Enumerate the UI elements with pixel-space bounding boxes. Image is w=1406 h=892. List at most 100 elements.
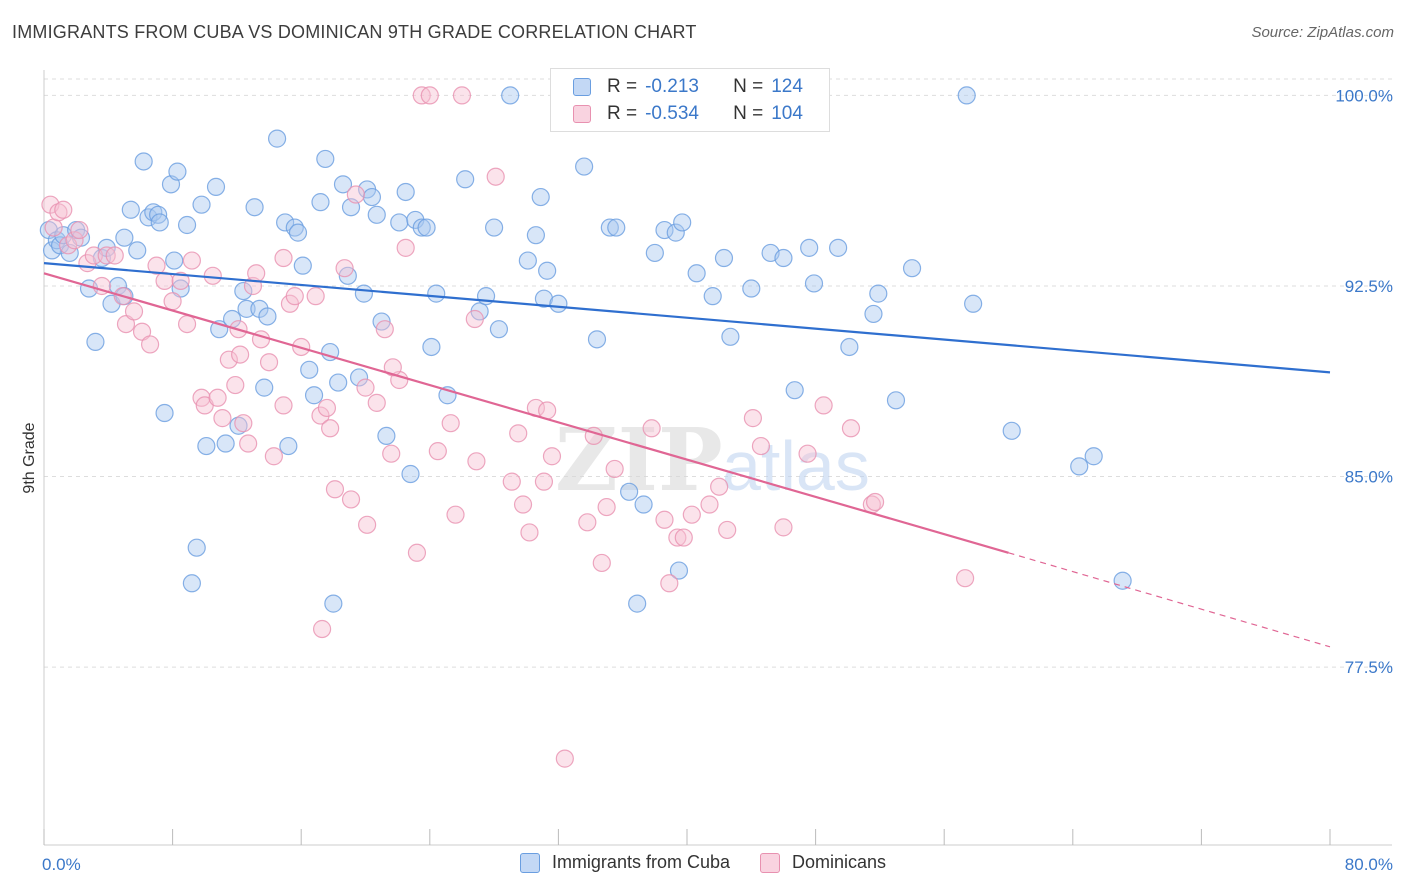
dominican-point <box>655 510 674 529</box>
cuba-point <box>258 307 277 326</box>
cuba-point <box>304 386 324 405</box>
legend-n-label: N = <box>733 103 764 124</box>
cuba-point <box>964 294 983 313</box>
cuba-point <box>412 218 431 237</box>
cuba-point <box>316 149 335 169</box>
dominican-point <box>774 518 793 537</box>
dominican-point <box>274 396 293 415</box>
dominican-point <box>555 749 574 768</box>
dominican-point <box>84 246 103 265</box>
cuba-point <box>377 426 396 446</box>
dominican-point <box>452 86 472 105</box>
series-legend-dominican: Dominicans <box>760 852 886 873</box>
dominican-point <box>213 409 232 428</box>
dominican-point <box>597 497 616 517</box>
cuba-point <box>206 177 226 196</box>
cuba-point <box>245 198 264 217</box>
legend-row-cuba: R = -0.213 N = 124 <box>573 74 803 100</box>
dominican-point <box>306 287 325 306</box>
legend-row-dominican: R = -0.534 N = 104 <box>573 101 803 127</box>
dominican-point <box>465 309 484 329</box>
cuba-point <box>840 337 859 357</box>
dominican-point <box>70 220 89 240</box>
dominican-point <box>751 436 771 456</box>
cuba-point <box>673 213 692 232</box>
cuba-point <box>333 175 353 194</box>
cuba-point <box>669 561 689 580</box>
cuba-point <box>396 182 415 202</box>
dominican-trend-extension <box>1008 552 1331 648</box>
dominican-point <box>247 264 266 283</box>
dominican-point <box>382 444 401 463</box>
cuba-point <box>864 304 883 324</box>
dominican-point <box>44 218 63 237</box>
cuba-point <box>255 378 274 397</box>
cuba-point <box>367 205 386 224</box>
cuba-point <box>293 256 312 275</box>
dominican-point <box>486 167 505 186</box>
cuba-point <box>276 213 295 232</box>
dominican-point <box>367 393 386 412</box>
cuba-point <box>534 289 554 308</box>
cuba-point <box>300 360 319 379</box>
cuba-point <box>703 287 722 306</box>
dominican-point <box>700 495 719 514</box>
cuba-point <box>721 327 740 346</box>
dominican-point <box>428 442 447 461</box>
cuba-point <box>311 193 330 212</box>
dominican-point <box>171 271 190 291</box>
dominican-point <box>642 419 661 438</box>
cuba-point <box>489 320 509 339</box>
cuba-point <box>804 274 824 293</box>
cuba-point <box>501 86 520 105</box>
dominican-point <box>147 256 166 275</box>
cuba-point <box>134 152 153 171</box>
cuba-point <box>456 170 475 189</box>
dominican-point <box>325 480 345 499</box>
cuba-point <box>417 218 436 237</box>
dominican-point <box>841 419 861 438</box>
x-tick-label-max: 80.0% <box>1345 855 1393 874</box>
dominican-point <box>311 406 330 425</box>
dominican-point <box>718 520 737 540</box>
dominican-point <box>285 287 304 306</box>
dominican-point <box>467 452 486 471</box>
legend-r-label: R = <box>607 76 638 97</box>
cuba-point <box>829 238 848 257</box>
cuba-point <box>115 228 134 247</box>
cuba-point <box>150 213 169 232</box>
cuba-point <box>549 294 568 313</box>
cuba-point <box>666 223 685 242</box>
dominican-point <box>231 345 250 364</box>
dominican-point <box>177 314 197 334</box>
cuba-point <box>518 251 537 270</box>
dominican-point <box>234 414 253 433</box>
dominican-point <box>219 350 238 369</box>
cuba-point <box>237 299 256 318</box>
chart-title: IMMIGRANTS FROM CUBA VS DOMINICAN 9TH GR… <box>12 22 697 42</box>
legend-swatch-pink <box>573 105 591 123</box>
cuba-point <box>655 220 674 240</box>
dominican-point <box>592 553 611 573</box>
dominican-point <box>513 495 533 514</box>
watermark-zip: ZIP <box>555 410 723 511</box>
dominican-point <box>865 492 885 512</box>
dominican-point <box>335 259 354 278</box>
cuba-point <box>1002 421 1021 440</box>
dominican-point <box>317 398 337 418</box>
cuba-point <box>422 337 441 357</box>
cuba-point <box>645 243 664 263</box>
cuba-point <box>714 248 734 268</box>
cuba-point <box>144 203 163 222</box>
cuba-point <box>197 436 216 456</box>
dominican-point <box>668 528 687 547</box>
y-tick-label: 77.5% <box>1345 658 1393 677</box>
dominican-point <box>441 414 460 433</box>
dominican-point <box>605 459 624 479</box>
dominican-point <box>163 292 182 311</box>
cuba-point <box>234 281 253 301</box>
y-axis-label: 9th Grade <box>21 422 38 493</box>
cuba-point <box>902 259 922 278</box>
cuba-point <box>267 129 287 148</box>
